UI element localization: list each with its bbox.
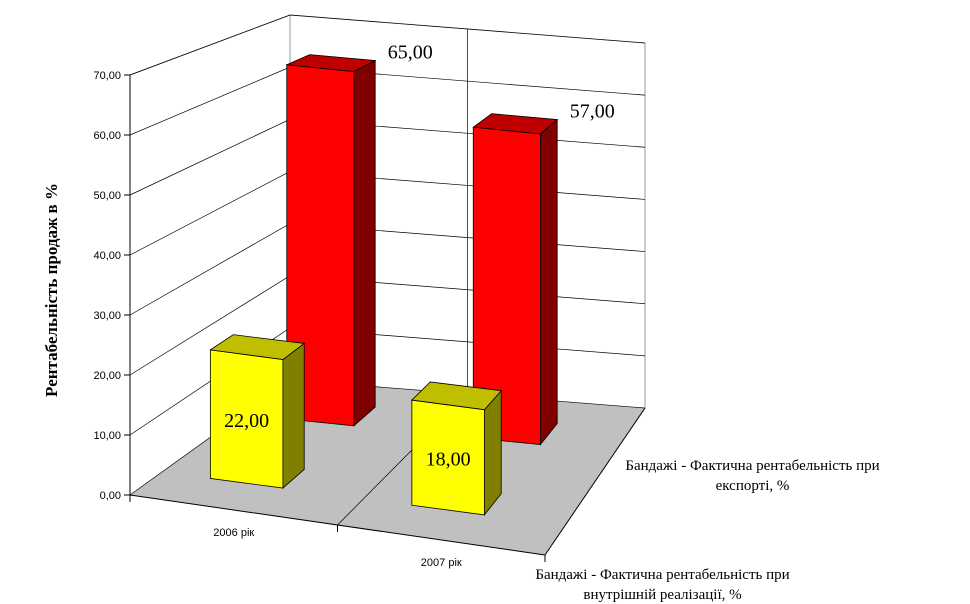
value-label: 57,00 bbox=[570, 101, 615, 123]
bar bbox=[209, 334, 306, 489]
bar-top bbox=[285, 54, 377, 72]
series-label: Бандажі - Фактична рентабельність при вн… bbox=[535, 566, 790, 603]
y-tick-label: 70,00 bbox=[93, 70, 121, 82]
grid-line bbox=[129, 118, 646, 196]
x-tick-label: 2006 рік bbox=[213, 527, 254, 539]
bar-side bbox=[540, 118, 558, 446]
y-tick-label: 10,00 bbox=[93, 430, 121, 442]
y-tick-label: 30,00 bbox=[93, 310, 121, 322]
walls bbox=[129, 14, 646, 408]
bar-side bbox=[483, 389, 502, 517]
bar-top bbox=[209, 334, 306, 360]
depth-axis bbox=[544, 407, 646, 556]
grid-line bbox=[129, 66, 646, 136]
bar bbox=[472, 113, 559, 446]
bar bbox=[410, 381, 503, 517]
y-tick-label: 20,00 bbox=[93, 370, 121, 382]
bar-top bbox=[472, 113, 559, 135]
bar-side bbox=[282, 342, 305, 489]
y-tick-label: 50,00 bbox=[93, 190, 121, 202]
y-axis-title: Рентабельність продаж в % bbox=[42, 183, 61, 397]
value-label: 65,00 bbox=[388, 42, 433, 64]
y-tick-label: 0,00 bbox=[100, 490, 121, 502]
bar-top bbox=[410, 381, 503, 411]
value-label: 22,00 bbox=[224, 410, 269, 432]
series-label: Бандажі - Фактична рентабельність при ек… bbox=[625, 458, 880, 495]
value-label: 18,00 bbox=[426, 448, 471, 470]
floor bbox=[130, 380, 645, 555]
y-tick-label: 40,00 bbox=[93, 250, 121, 262]
grid-line bbox=[129, 171, 646, 256]
grid-line bbox=[129, 14, 646, 76]
bar-side bbox=[353, 59, 376, 427]
x-tick-label: 2007 рік bbox=[421, 557, 462, 569]
grid-line bbox=[129, 223, 646, 316]
y-tick-label: 60,00 bbox=[93, 130, 121, 142]
bar bbox=[285, 54, 377, 427]
grid-line bbox=[129, 275, 646, 376]
